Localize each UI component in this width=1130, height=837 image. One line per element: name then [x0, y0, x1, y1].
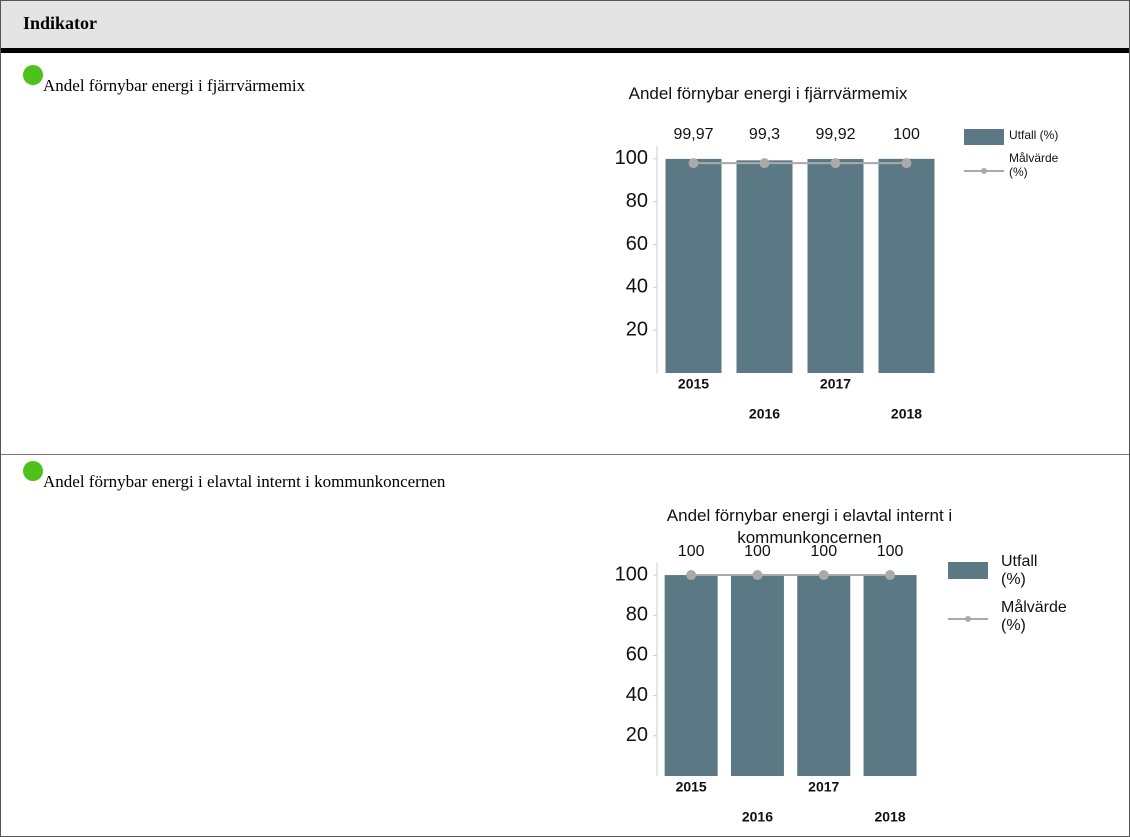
target-point [818, 570, 829, 581]
row-label: Andel förnybar energi i elavtal internt … [23, 461, 493, 494]
target-point [830, 158, 841, 169]
chart-title: Andel förnybar energi i fjärrvärmemix [628, 84, 908, 103]
y-tick-label: 100 [615, 147, 648, 169]
x-tick-label: 2016 [742, 809, 773, 825]
x-tick-label: 2015 [676, 779, 707, 795]
value-label: 100 [744, 543, 771, 560]
legend-dot [965, 616, 971, 622]
value-label: 100 [877, 543, 904, 560]
bar [878, 158, 935, 373]
legend-label: Utfall (%) [1001, 553, 1038, 588]
y-tick-label: 60 [626, 233, 648, 255]
bar [736, 160, 793, 373]
value-label: 99,92 [815, 126, 855, 143]
target-point [686, 570, 697, 581]
value-label: 100 [810, 543, 837, 560]
bar [797, 575, 851, 776]
legend-label: Målvärde (%) [1009, 151, 1059, 179]
target-point [885, 570, 896, 581]
value-label: 100 [893, 126, 920, 143]
bar [664, 575, 718, 776]
target-point [759, 158, 770, 169]
table-header: Indikator [1, 1, 1129, 53]
status-icon [23, 461, 43, 481]
y-tick-label: 40 [626, 684, 648, 706]
bar [665, 158, 722, 373]
target-point [688, 158, 699, 169]
legend-swatch [964, 129, 1004, 145]
y-tick-label: 40 [626, 276, 648, 298]
legend-label: Målvärde (%) [1001, 599, 1067, 634]
y-tick-label: 100 [615, 563, 648, 585]
legend-label: Utfall (%) [1009, 128, 1059, 142]
value-label: 99,97 [673, 126, 713, 143]
target-point [901, 158, 912, 169]
x-tick-label: 2017 [820, 376, 851, 392]
legend-dot [981, 168, 987, 174]
row-text: Andel förnybar energi i fjärrvärmemix [43, 76, 306, 95]
y-tick-label: 80 [626, 190, 648, 212]
value-label: 99,3 [749, 126, 780, 143]
row-separator [1, 454, 1129, 455]
bar [807, 159, 864, 373]
y-tick-label: 80 [626, 604, 648, 626]
bar [730, 575, 784, 776]
bar [863, 575, 917, 776]
x-tick-label: 2015 [678, 376, 709, 392]
chart-title: Andel förnybar energi i elavtal internt … [666, 506, 953, 547]
value-label: 100 [678, 543, 705, 560]
x-tick-label: 2018 [891, 406, 922, 422]
x-tick-label: 2016 [749, 406, 780, 422]
y-tick-label: 20 [626, 724, 648, 746]
y-tick-label: 60 [626, 644, 648, 666]
row-label: Andel förnybar energi i fjärrvärmemix [23, 65, 493, 98]
target-point [752, 570, 763, 581]
row-text: Andel förnybar energi i elavtal internt … [43, 472, 446, 491]
x-tick-label: 2017 [808, 779, 839, 795]
status-icon [23, 65, 43, 85]
y-tick-label: 20 [626, 318, 648, 340]
x-tick-label: 2018 [874, 809, 905, 825]
header-text: Indikator [23, 13, 98, 33]
legend-swatch [948, 562, 988, 579]
